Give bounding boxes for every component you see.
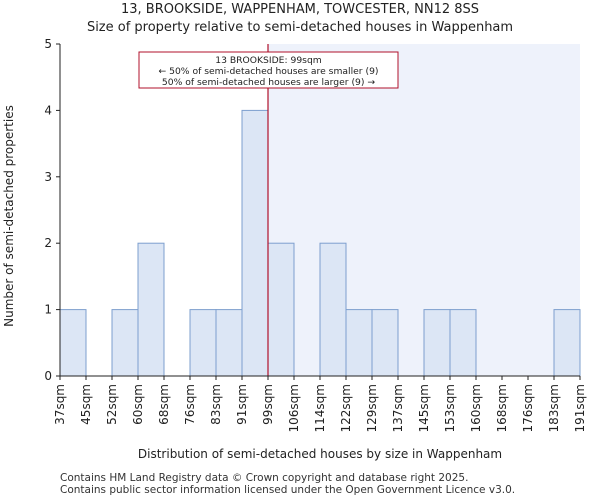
y-axis-label: Number of semi-detached properties	[2, 105, 16, 327]
x-tick-label: 114sqm	[313, 384, 327, 432]
x-tick-label: 91sqm	[235, 384, 249, 425]
x-tick-label: 145sqm	[417, 384, 431, 432]
bar	[189, 309, 217, 377]
bar	[215, 309, 243, 377]
bar	[553, 309, 581, 377]
bar	[267, 242, 295, 377]
footer-attribution-line2: Contains public sector information licen…	[60, 484, 516, 496]
bar	[111, 309, 139, 377]
bar	[345, 309, 373, 377]
y-tick-label: 4	[44, 103, 52, 117]
y-tick-label: 3	[44, 170, 52, 184]
footer-attribution-line1: Contains HM Land Registry data © Crown c…	[60, 472, 469, 484]
bar	[137, 242, 165, 377]
x-tick-label: 68sqm	[157, 384, 171, 425]
chart-subtitle: Size of property relative to semi-detach…	[86, 20, 514, 35]
x-tick-label: 45sqm	[79, 384, 93, 425]
bar	[241, 109, 269, 377]
x-tick-label: 99sqm	[261, 384, 275, 425]
x-tick-label: 37sqm	[53, 384, 67, 425]
x-tick-label: 52sqm	[105, 384, 119, 425]
x-tick-label: 122sqm	[339, 384, 353, 432]
bar	[449, 309, 477, 377]
y-tick-label: 0	[44, 369, 52, 383]
bar	[59, 309, 87, 377]
chart-title: 13, BROOKSIDE, WAPPENHAM, TOWCESTER, NN1…	[120, 2, 480, 17]
annotation-line: 13 BROOKSIDE: 99sqm	[215, 55, 322, 66]
x-tick-label: 160sqm	[469, 384, 483, 432]
x-tick-label: 129sqm	[365, 384, 379, 432]
x-axis-label: Distribution of semi-detached houses by …	[138, 447, 502, 461]
annotation-box	[138, 51, 399, 89]
bar	[319, 242, 347, 377]
x-tick-label: 168sqm	[495, 384, 509, 432]
x-tick-label: 83sqm	[209, 384, 223, 425]
bar	[371, 309, 399, 377]
x-tick-label: 137sqm	[391, 384, 405, 432]
x-tick-label: 153sqm	[443, 384, 457, 432]
annotation-line: 50% of semi-detached houses are larger (…	[162, 77, 375, 88]
bar	[423, 309, 451, 377]
x-tick-label: 76sqm	[183, 384, 197, 425]
y-tick-label: 2	[44, 236, 52, 250]
x-tick-label: 106sqm	[287, 384, 301, 432]
y-tick-label: 5	[44, 37, 52, 51]
x-tick-label: 176sqm	[521, 384, 535, 432]
y-tick-label: 1	[44, 303, 52, 317]
annotation-line: ← 50% of semi-detached houses are smalle…	[158, 66, 378, 77]
x-tick-label: 183sqm	[547, 384, 561, 432]
x-tick-label: 191sqm	[573, 384, 587, 432]
x-tick-label: 60sqm	[131, 384, 145, 425]
